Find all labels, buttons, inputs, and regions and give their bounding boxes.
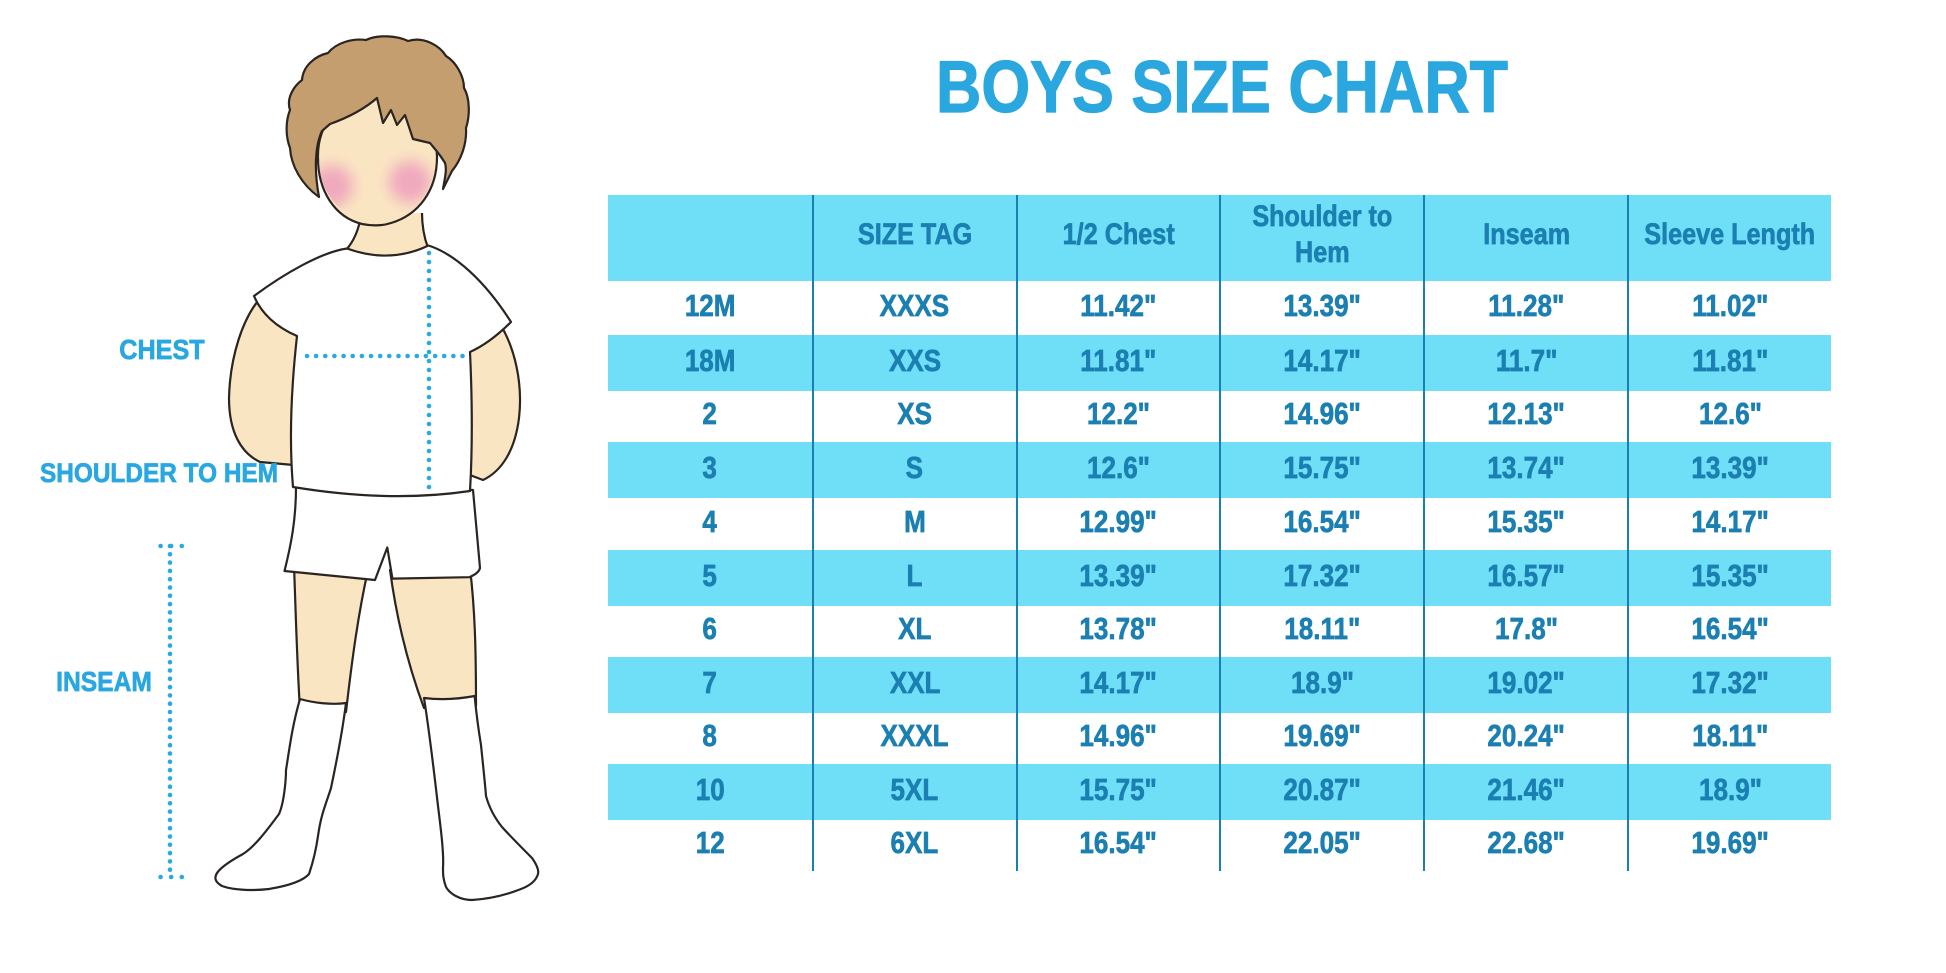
svg-text:CHEST: CHEST (119, 334, 204, 366)
svg-text:INSEAM: INSEAM (56, 666, 152, 698)
svg-text:SHOULDER TO HEM: SHOULDER TO HEM (40, 459, 278, 488)
